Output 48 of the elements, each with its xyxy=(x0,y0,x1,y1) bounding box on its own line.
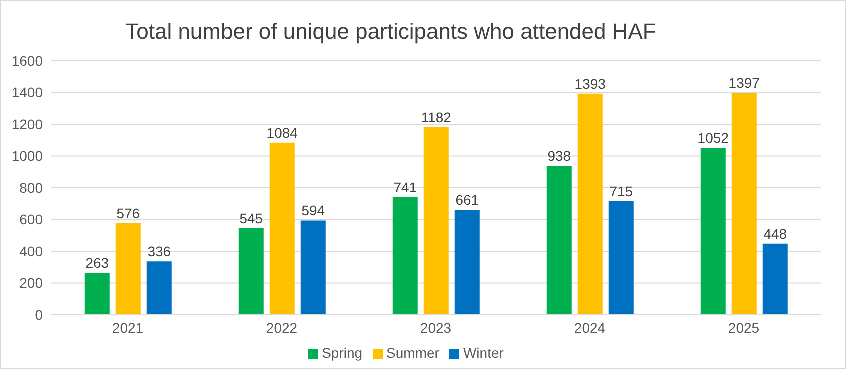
bar xyxy=(300,220,326,315)
chart-title: Total number of unique participants who attended HAF xyxy=(124,19,658,45)
bar xyxy=(578,94,603,315)
x-tick-label: 2022 xyxy=(266,320,298,336)
data-label: 545 xyxy=(240,210,264,226)
data-label: 1084 xyxy=(266,124,298,141)
bar xyxy=(84,273,110,315)
bar xyxy=(238,228,264,315)
bar xyxy=(116,224,141,315)
legend-label: Summer xyxy=(386,345,440,361)
data-label: 741 xyxy=(394,179,418,196)
x-tick-label: 2025 xyxy=(728,320,760,336)
legend-label: Spring xyxy=(322,345,363,361)
bar xyxy=(732,93,757,315)
data-label: 1397 xyxy=(728,75,760,92)
y-tick-label: 1600 xyxy=(12,52,44,69)
data-label: 1393 xyxy=(574,76,606,92)
x-tick-label: 2024 xyxy=(574,320,606,336)
data-label: 576 xyxy=(116,206,140,222)
y-tick-label: 600 xyxy=(20,212,44,228)
bar xyxy=(608,201,634,315)
y-tick-label: 1200 xyxy=(12,116,44,132)
bar xyxy=(270,142,295,315)
bar xyxy=(146,262,172,315)
data-label: 1182 xyxy=(421,109,452,126)
x-tick-label: 2021 xyxy=(112,320,144,336)
legend-label: Winter xyxy=(463,345,504,361)
y-tick-label: 1400 xyxy=(12,84,44,101)
y-tick-label: 1000 xyxy=(12,148,44,164)
data-label: 661 xyxy=(456,192,480,208)
y-tick-label: 0 xyxy=(35,306,44,323)
data-label: 448 xyxy=(764,226,788,242)
bar xyxy=(700,148,726,315)
data-label: 594 xyxy=(302,202,326,219)
bar xyxy=(546,166,572,315)
y-tick-label: 800 xyxy=(20,180,44,196)
y-tick-label: 200 xyxy=(20,275,44,292)
y-tick-label: 400 xyxy=(20,243,44,260)
bar xyxy=(454,210,480,315)
data-label: 336 xyxy=(148,244,172,260)
data-label: 938 xyxy=(548,148,572,164)
bar xyxy=(762,244,788,315)
x-tick-label: 2023 xyxy=(420,320,452,336)
data-label: 715 xyxy=(610,183,634,200)
data-label: 1052 xyxy=(698,130,730,146)
bar xyxy=(424,127,449,315)
data-label: 263 xyxy=(86,255,110,272)
bar xyxy=(392,197,418,315)
